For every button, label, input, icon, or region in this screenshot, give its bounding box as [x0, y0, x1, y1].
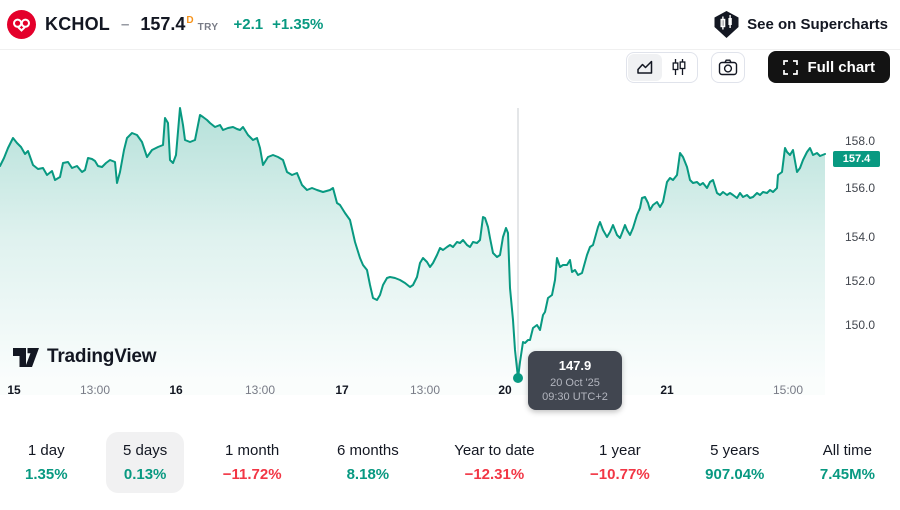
- period-button-5-years[interactable]: 5 years 907.04%: [688, 432, 781, 493]
- period-change-value: −10.77%: [590, 466, 650, 483]
- period-label: 1 day: [27, 442, 65, 459]
- period-button-1-year[interactable]: 1 year −10.77%: [573, 432, 667, 493]
- period-button-1-day[interactable]: 1 day 1.35%: [8, 432, 85, 493]
- area-chart-button[interactable]: [628, 53, 663, 81]
- period-label: Year to date: [454, 442, 535, 459]
- price-axis-label: 150.0: [845, 318, 876, 332]
- tooltip-time: 09:30 UTC+2: [542, 391, 608, 403]
- period-change-value: 7.45M%: [819, 466, 875, 483]
- price-change: +2.1 +1.35%: [233, 16, 323, 33]
- time-axis-label: 15:00: [772, 383, 804, 397]
- period-change-value: 1.35%: [25, 466, 68, 483]
- time-axis-label: 21: [660, 383, 674, 397]
- price-axis-label: 158.0: [845, 134, 876, 148]
- supercharts-shield-icon: [714, 11, 739, 38]
- price-line: [0, 107, 826, 379]
- time-axis-label: 13:00: [244, 383, 276, 397]
- period-label: 5 years: [710, 442, 760, 459]
- full-chart-label: Full chart: [807, 58, 875, 76]
- period-change-value: 0.13%: [123, 466, 167, 483]
- tradingview-glyph: [13, 348, 39, 367]
- period-label: All time: [822, 442, 872, 459]
- chart-style-toggle: [626, 51, 699, 83]
- time-axis-label: 15: [7, 383, 21, 397]
- area-chart-icon: [637, 60, 653, 74]
- period-label: 5 days: [123, 442, 168, 459]
- time-axis-label: 16: [169, 383, 183, 397]
- price-area-chart[interactable]: [0, 95, 900, 395]
- change-percent: +1.35%: [272, 16, 324, 33]
- koc-holding-logo: [7, 10, 36, 39]
- period-change-value: 907.04%: [705, 466, 765, 483]
- area-fill: [0, 108, 825, 395]
- period-button-all-time[interactable]: All time 7.45M%: [803, 432, 892, 493]
- time-axis-label: 13:00: [409, 383, 441, 397]
- price-chart-area[interactable]: 158.0 156.0 154.0 152.0 150.0 15 13:00 16 13:00…: [0, 95, 900, 410]
- crosshair-tooltip: 147.9 20 Oct '25 09:30 UTC+2: [528, 351, 622, 410]
- time-axis-label: 17: [335, 383, 349, 397]
- period-change-value: 8.18%: [346, 466, 390, 483]
- period-change-value: −11.72%: [222, 466, 282, 483]
- price-axis-label: 152.0: [845, 274, 876, 288]
- tooltip-price: 147.9: [558, 358, 592, 373]
- symbol-name: KCHOL: [45, 14, 110, 34]
- period-selector: 1 day 1.35% 5 days 0.13% 1 month −11.72% 6 mon…: [0, 432, 900, 493]
- candlestick-chart-button[interactable]: [662, 54, 696, 81]
- price-axis-label: 154.0: [845, 230, 876, 244]
- period-button-1-month[interactable]: 1 month −11.72%: [206, 432, 299, 493]
- period-button-year-to-date[interactable]: Year to date −12.31%: [437, 432, 551, 493]
- period-label: 1 month: [225, 442, 280, 459]
- period-label: 1 year: [599, 442, 641, 459]
- change-absolute: +2.1: [233, 16, 264, 33]
- crosshair-dot: [513, 373, 523, 383]
- header: KCHOL – 157.4DTRY +2.1 +1.35% See on Sup…: [0, 0, 900, 50]
- period-button-5-days[interactable]: 5 days 0.13%: [106, 432, 185, 493]
- last-price: 157.4DTRY: [140, 14, 219, 34]
- currency-label: TRY: [197, 22, 219, 33]
- time-axis-label: 13:00: [79, 383, 111, 397]
- separator-dash: –: [121, 16, 130, 33]
- tooltip-date: 20 Oct '25: [550, 377, 600, 389]
- tradingview-logo[interactable]: TradingView: [12, 345, 157, 368]
- interval-badge: D: [186, 15, 194, 26]
- chart-toolbar: Full chart: [626, 51, 890, 83]
- full-chart-button[interactable]: Full chart: [768, 51, 890, 83]
- price-axis-label: 156.0: [845, 181, 876, 195]
- current-price-badge: 157.4: [833, 151, 880, 167]
- snapshot-button[interactable]: [711, 51, 746, 83]
- time-axis-label: 20: [498, 383, 512, 397]
- fullscreen-icon: [783, 59, 799, 75]
- period-change-value: −12.31%: [464, 466, 525, 483]
- camera-icon: [719, 59, 738, 75]
- period-label: 6 months: [337, 442, 399, 459]
- tradingview-logo-text: TradingView: [47, 345, 157, 367]
- period-button-6-months[interactable]: 6 months 8.18%: [320, 432, 416, 493]
- candlestick-icon: [673, 59, 686, 75]
- supercharts-label: See on Supercharts: [747, 16, 888, 33]
- see-on-supercharts-link[interactable]: See on Supercharts: [713, 10, 888, 39]
